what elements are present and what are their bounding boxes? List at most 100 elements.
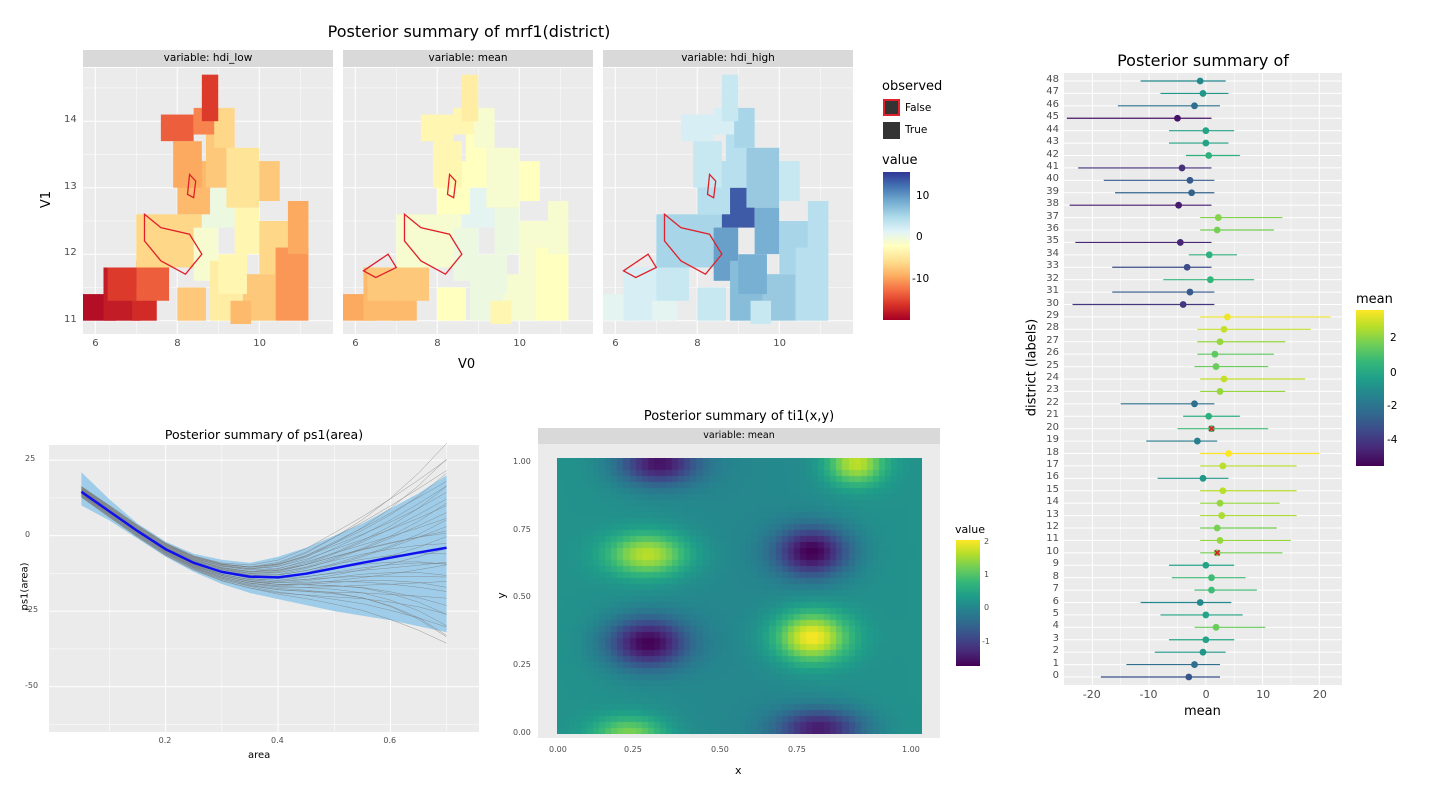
mean-point <box>1199 648 1207 656</box>
district-polygon <box>734 107 755 148</box>
map-x-tick-label: 8 <box>174 338 181 349</box>
mean-point <box>1214 214 1222 221</box>
district-polygon <box>486 147 520 208</box>
district-polygon <box>478 254 507 295</box>
district-polygon <box>177 287 206 321</box>
mean-point <box>1199 474 1207 482</box>
forest-y-tick-label: 32 <box>1046 272 1059 284</box>
heatmap-legend-tick-2: 2 <box>984 537 990 546</box>
district-polygon <box>201 74 219 122</box>
heatmap-panel <box>538 444 940 738</box>
mean-point <box>1218 512 1226 519</box>
district-polygon <box>173 141 202 188</box>
observed-false-outline <box>706 172 717 199</box>
mean-point <box>1191 102 1198 110</box>
forest-y-tick-label: 35 <box>1046 235 1059 247</box>
credible-band <box>81 472 447 633</box>
spline-panel <box>49 443 479 732</box>
mean-point <box>1208 574 1215 582</box>
forest-legend-tick-minus4: -4 <box>1387 434 1398 446</box>
mean-point <box>1179 301 1187 308</box>
mean-point <box>1176 239 1184 246</box>
forest-y-tick-label: 36 <box>1046 223 1059 234</box>
forest-x-axis-label: mean <box>1184 704 1221 719</box>
map-svg-hdi-low <box>83 68 333 334</box>
district-polygon <box>519 161 540 201</box>
mean-point <box>1216 537 1224 544</box>
spline-x-axis-label: area <box>248 750 271 761</box>
district-polygon <box>461 74 479 122</box>
observed-false-outline <box>446 172 457 199</box>
spline-y-tick-label: 25 <box>25 454 36 464</box>
forest-y-tick-label: 22 <box>1046 396 1059 408</box>
forest-y-tick-label: 8 <box>1052 570 1059 582</box>
forest-y-tick-label: 40 <box>1046 173 1059 185</box>
heatmap-title: Posterior summary of ti1(x,y) <box>643 409 835 424</box>
mean-point <box>1219 487 1227 495</box>
mean-point <box>1202 127 1210 135</box>
forest-y-tick-label: 27 <box>1046 334 1059 346</box>
forest-y-tick-label: 45 <box>1046 111 1059 123</box>
forest-y-tick-label: 12 <box>1046 521 1059 532</box>
spline-y-axis-label: ps1(area) <box>19 562 31 611</box>
mean-point <box>1202 611 1210 619</box>
mean-point <box>1191 400 1198 408</box>
forest-y-tick-label: 6 <box>1052 595 1059 607</box>
forest-panel <box>1064 73 1342 685</box>
district-polygon <box>680 114 714 142</box>
district-polygon <box>234 207 260 255</box>
forest-y-tick-label: 37 <box>1046 210 1059 222</box>
mean-point <box>1175 201 1183 209</box>
district-polygon <box>627 267 657 301</box>
mean-point <box>1196 77 1204 85</box>
heatmap-x-tick-label: 0.25 <box>624 745 642 754</box>
observed-legend-label-false: False <box>905 102 932 114</box>
heatmap-canvas <box>557 458 922 734</box>
district-polygon <box>754 207 780 255</box>
value-colorbar <box>883 172 910 320</box>
forest-y-tick-label: 28 <box>1046 322 1059 334</box>
mean-point <box>1216 338 1224 346</box>
heatmap-legend-tick-1: 1 <box>984 570 990 579</box>
forest-y-tick-label: 10 <box>1046 545 1059 557</box>
mean-point <box>1205 152 1213 159</box>
district-polygon <box>795 247 829 321</box>
district-polygon <box>535 247 569 321</box>
forest-legend-title: mean <box>1356 292 1393 307</box>
mean-point <box>1199 90 1207 97</box>
heatmap-y-tick-label: 1.00 <box>513 457 531 466</box>
forest-y-tick-label: 7 <box>1052 583 1059 595</box>
map-title: Posterior summary of mrf1(district) <box>327 22 611 41</box>
observed-legend-label-true: True <box>905 124 928 136</box>
map-x-tick-label: 8 <box>434 338 441 349</box>
heatmap-y-tick-label: 0.50 <box>513 592 531 601</box>
mean-point <box>1223 313 1231 321</box>
district-polygon <box>433 141 462 188</box>
heatmap-x-tick-label: 0.50 <box>711 745 729 754</box>
forest-y-tick-label: 30 <box>1046 297 1059 309</box>
forest-y-tick-label: 13 <box>1046 508 1059 520</box>
mean-point <box>1178 164 1186 172</box>
map-panel-hdi-low <box>83 68 333 334</box>
observed-false-outline <box>403 212 463 275</box>
district-polygon <box>218 254 247 295</box>
mean-point <box>1220 375 1228 383</box>
district-polygon <box>697 287 726 321</box>
mean-point <box>1213 226 1221 234</box>
observed-false-outline <box>186 172 197 199</box>
map-x-tick-label: 10 <box>773 338 786 349</box>
forest-y-tick-label: 29 <box>1046 309 1059 321</box>
district-polygon <box>807 201 829 255</box>
forest-y-tick-label: 16 <box>1046 471 1059 483</box>
district-polygon <box>230 300 252 325</box>
map-x-tick-label: 10 <box>253 338 266 349</box>
forest-colorbar <box>1356 310 1384 466</box>
forest-y-tick-label: 24 <box>1046 372 1059 383</box>
mean-point <box>1188 189 1196 197</box>
district-polygon <box>259 161 280 201</box>
observed-false-outline <box>143 212 203 275</box>
posterior-sample-trace <box>81 489 447 572</box>
posterior-sample-trace <box>81 496 447 644</box>
heatmap-x-axis-label: x <box>735 764 742 777</box>
district-polygon <box>437 287 466 321</box>
